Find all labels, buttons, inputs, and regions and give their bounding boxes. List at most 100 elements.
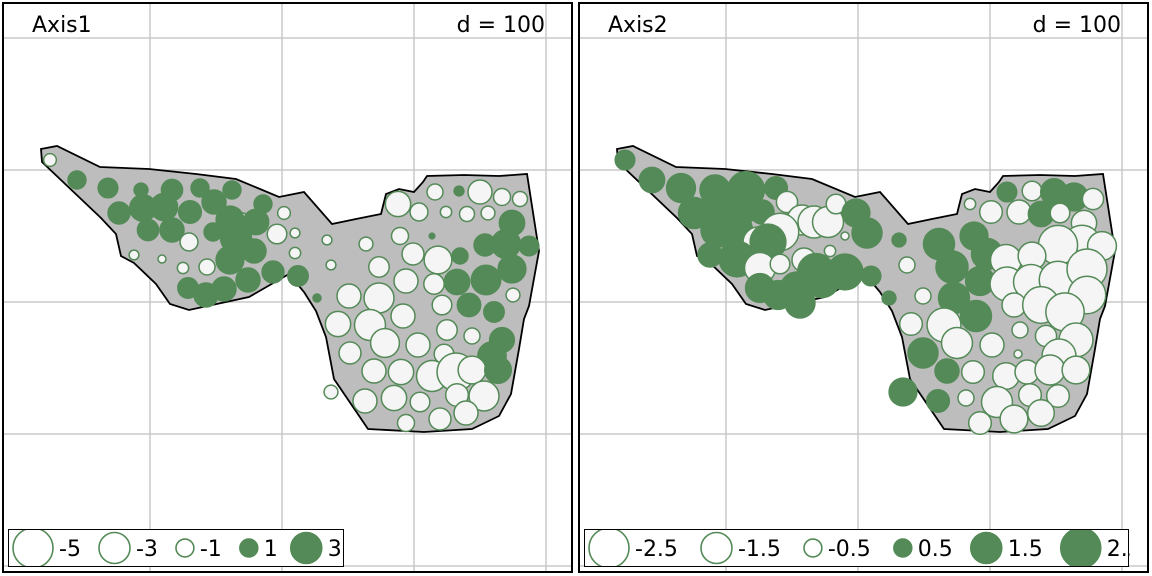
data-point — [908, 338, 938, 368]
data-point — [325, 311, 350, 336]
data-point — [454, 401, 478, 425]
data-point — [960, 222, 988, 250]
data-point — [68, 171, 86, 189]
data-point — [958, 390, 974, 406]
data-point — [1035, 355, 1065, 385]
data-point — [392, 228, 409, 245]
data-point — [98, 178, 118, 198]
panel-axis1: Axis1 d = 100 -5 -3 -1 1 3 — [2, 2, 573, 573]
data-point — [615, 150, 635, 170]
data-point — [364, 283, 394, 313]
data-point — [457, 293, 480, 316]
data-point — [289, 247, 300, 258]
data-point — [770, 254, 790, 274]
data-point — [179, 201, 202, 224]
data-point — [1062, 356, 1090, 384]
data-point — [254, 195, 272, 213]
data-point — [410, 203, 428, 221]
data-point — [362, 359, 386, 383]
data-point — [861, 266, 881, 286]
legend-label: 3 — [328, 537, 342, 562]
data-point — [388, 359, 413, 384]
data-point — [1007, 200, 1031, 224]
legend-label: -1.5 — [738, 537, 781, 562]
data-point — [506, 288, 520, 302]
data-point — [236, 268, 260, 292]
panel-title: Axis2 — [608, 13, 668, 38]
data-point — [1012, 322, 1028, 338]
data-point — [440, 206, 451, 217]
data-point — [997, 182, 1017, 202]
legend-label: -3 — [136, 537, 158, 562]
data-point — [242, 239, 266, 263]
data-point — [394, 269, 418, 293]
data-point — [427, 184, 443, 200]
data-point — [424, 274, 444, 294]
data-point — [339, 342, 361, 364]
data-point — [1014, 350, 1022, 358]
legend-label: -5 — [59, 537, 81, 562]
data-point — [474, 234, 496, 256]
data-point — [485, 357, 512, 384]
data-point — [406, 333, 430, 357]
data-point — [639, 167, 664, 192]
data-point — [267, 224, 287, 244]
legend-label: 1.5 — [1008, 537, 1043, 562]
chart-axis1 — [4, 4, 571, 571]
data-point — [1028, 400, 1055, 427]
data-point — [313, 294, 321, 302]
data-point — [454, 186, 464, 196]
data-point — [177, 262, 188, 273]
data-point — [369, 257, 389, 277]
data-point — [852, 218, 882, 248]
data-point — [841, 232, 849, 240]
data-point — [964, 198, 975, 209]
data-point — [468, 180, 492, 204]
legend-label: 1 — [264, 537, 278, 562]
panel-title: Axis1 — [32, 13, 92, 38]
data-point — [484, 302, 504, 322]
legend-symbol — [804, 539, 822, 557]
data-point — [326, 260, 336, 270]
legend-symbol — [1061, 530, 1101, 566]
scale-label: d = 100 — [1033, 13, 1121, 38]
data-point — [216, 246, 244, 274]
data-point — [158, 255, 166, 263]
legend-symbol — [13, 530, 53, 566]
data-point — [262, 261, 284, 283]
data-point — [980, 333, 1004, 357]
data-point — [385, 191, 410, 216]
data-point — [1082, 188, 1103, 209]
data-point — [1022, 181, 1042, 201]
data-point — [437, 320, 457, 340]
legend-label: 2.5 — [1107, 537, 1130, 562]
data-point — [161, 179, 182, 200]
data-point — [498, 255, 526, 283]
data-point — [432, 295, 452, 315]
data-point — [353, 389, 377, 413]
data-point — [892, 233, 906, 247]
data-point — [471, 265, 500, 294]
data-point — [199, 259, 215, 275]
data-point — [1050, 203, 1070, 223]
scale-label: d = 100 — [457, 13, 545, 38]
data-point — [204, 223, 222, 241]
legend-label: -2.5 — [635, 537, 678, 562]
data-point — [481, 206, 495, 220]
data-point — [927, 390, 950, 413]
legend-symbol — [99, 533, 130, 564]
data-point — [429, 233, 435, 239]
data-point — [402, 243, 424, 265]
data-point — [698, 243, 722, 267]
legend-symbol — [971, 533, 1002, 564]
data-point — [359, 237, 373, 251]
data-point — [223, 181, 241, 199]
data-point — [410, 392, 430, 412]
data-point — [324, 385, 338, 399]
data-point — [391, 304, 415, 328]
data-point — [460, 207, 475, 222]
data-point — [889, 378, 917, 406]
data-point — [278, 207, 291, 220]
data-point — [961, 301, 992, 332]
data-point — [371, 329, 400, 358]
